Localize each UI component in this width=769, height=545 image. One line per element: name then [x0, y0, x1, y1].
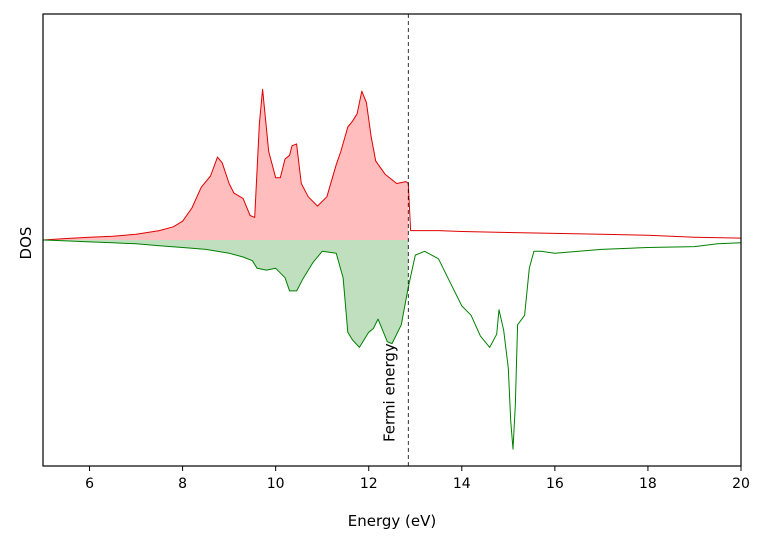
x-tick-label: 6: [85, 476, 94, 492]
spin-down-line: [42, 239, 742, 450]
x-axis-ticks: 6 8 10 12 14 16 18 20: [85, 466, 750, 492]
y-axis-label: DOS: [17, 227, 35, 260]
x-tick-label: 10: [267, 476, 285, 492]
x-tick-label: 14: [453, 476, 471, 492]
x-axis-label: Energy (eV): [348, 512, 436, 530]
axes-frame: [42, 13, 742, 467]
x-tick-label: 8: [178, 476, 187, 492]
x-tick-label: 18: [639, 476, 657, 492]
fermi-energy-annotation: Fermi energy: [380, 343, 398, 442]
spin-down-fill: [43, 240, 409, 348]
plot-area: [42, 14, 742, 466]
spin-up-fill: [43, 89, 409, 240]
x-tick-label: 16: [546, 476, 564, 492]
spin-up-line: [42, 88, 742, 241]
x-tick-label: 12: [360, 476, 378, 492]
x-tick-label: 20: [732, 476, 750, 492]
